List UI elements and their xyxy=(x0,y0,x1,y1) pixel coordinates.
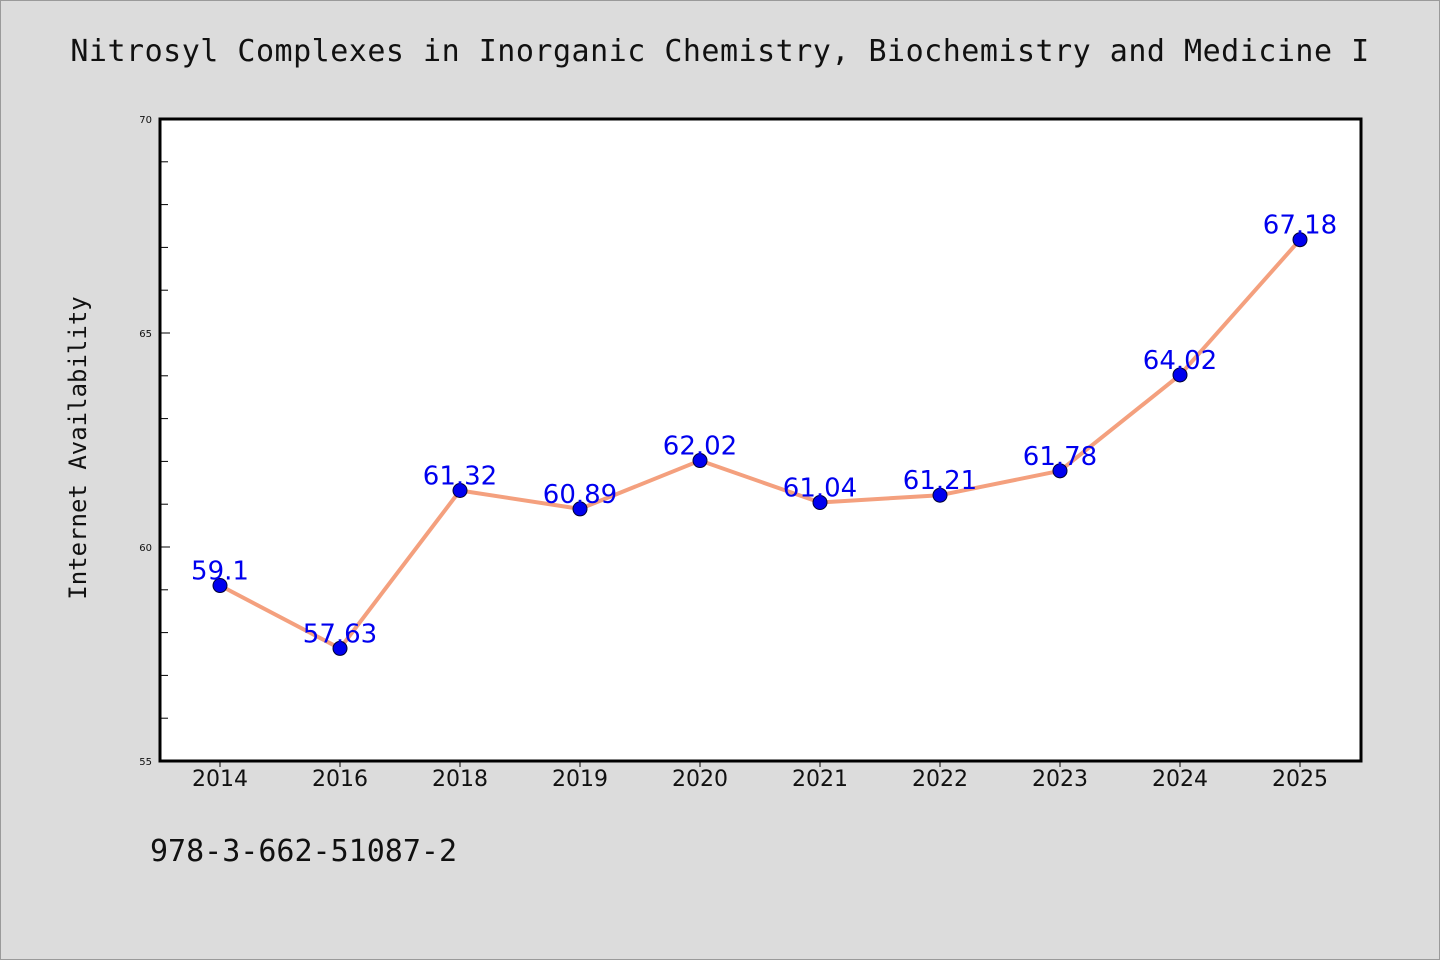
x-tick-label: 2016 xyxy=(312,767,368,792)
data-label: 59.1 xyxy=(191,557,249,587)
data-point xyxy=(812,494,828,510)
y-tick-label: 55 xyxy=(139,757,152,768)
y-tick-label: 60 xyxy=(139,543,152,554)
data-point xyxy=(212,578,228,594)
x-tick-label: 2023 xyxy=(1032,767,1088,792)
data-label: 62.02 xyxy=(663,432,737,462)
data-point xyxy=(932,487,948,503)
x-tick-label: 2024 xyxy=(1152,767,1208,792)
plot-border xyxy=(158,117,1363,763)
isbn-text: 978-3-662-51087-2 xyxy=(150,834,458,869)
data-label: 61.21 xyxy=(903,466,977,496)
data-point xyxy=(452,483,468,499)
x-tick-label: 2019 xyxy=(552,767,608,792)
data-point xyxy=(692,453,708,469)
data-label: 67.18 xyxy=(1263,211,1337,241)
data-label: 61.04 xyxy=(783,473,857,503)
x-tick-label: 2014 xyxy=(192,767,248,792)
x-tick-label: 2020 xyxy=(672,767,728,792)
data-label: 57.63 xyxy=(303,619,377,649)
data-label: 64.02 xyxy=(1143,346,1217,376)
x-tick-label: 2025 xyxy=(1272,767,1328,792)
data-point xyxy=(572,501,588,517)
x-tick-label: 2021 xyxy=(792,767,848,792)
data-point xyxy=(1292,232,1308,248)
data-label: 60.89 xyxy=(543,480,617,510)
data-point xyxy=(1172,367,1188,383)
x-tick-label: 2022 xyxy=(912,767,968,792)
series-line xyxy=(218,237,1302,651)
data-point xyxy=(1052,463,1068,479)
plot-area xyxy=(160,119,1361,761)
x-tick-label: 2018 xyxy=(432,767,488,792)
y-tick-label: 65 xyxy=(139,329,152,340)
data-label: 61.78 xyxy=(1023,442,1097,472)
data-point xyxy=(332,640,348,656)
chart-title: Nitrosyl Complexes in Inorganic Chemistr… xyxy=(70,34,1370,69)
data-label: 61.32 xyxy=(423,462,497,492)
y-tick-label: 70 xyxy=(139,115,152,126)
